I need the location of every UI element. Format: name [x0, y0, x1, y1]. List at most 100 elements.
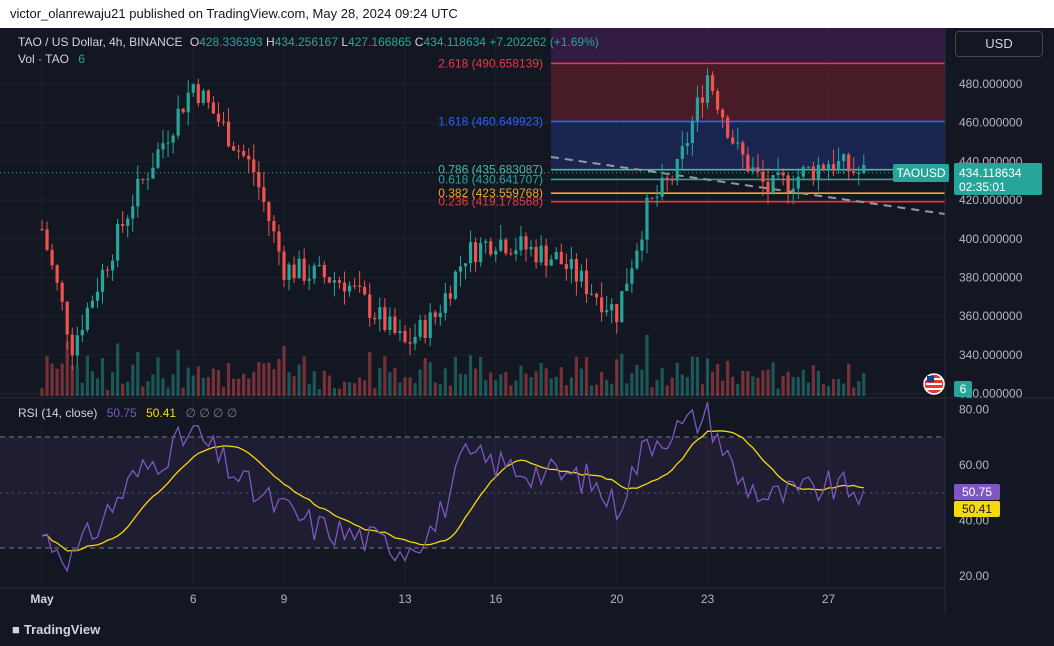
- volume-bar: [514, 380, 518, 396]
- candle-body: [352, 285, 357, 287]
- candle-body: [499, 239, 503, 251]
- candle-body: [116, 224, 120, 261]
- volume-bar: [746, 371, 750, 396]
- candle-body: [534, 246, 538, 263]
- volume-bar: [176, 349, 180, 396]
- fib-level-label: 0.618 (430.641707): [438, 172, 543, 186]
- candle-body: [776, 172, 780, 176]
- candle-body: [50, 249, 54, 266]
- candle-body: [600, 297, 604, 313]
- candle-body: [176, 108, 180, 136]
- volume-bar: [247, 378, 251, 396]
- svg-text:50.41: 50.41: [962, 502, 992, 516]
- symbol-title: TAO / US Dollar, 4h, BINANCE: [18, 35, 183, 49]
- candle-body: [221, 121, 226, 123]
- candle-body: [826, 164, 831, 170]
- candle-body: [816, 164, 821, 179]
- price-chart[interactable]: 480.000000460.000000440.000000420.000000…: [0, 0, 1054, 614]
- volume-bar: [438, 384, 442, 396]
- candle-body: [569, 259, 573, 270]
- candle-body: [332, 280, 337, 283]
- volume-bar: [605, 379, 609, 396]
- volume-bar: [252, 371, 256, 396]
- candle-body: [226, 121, 231, 147]
- candle-body: [761, 171, 765, 182]
- volume-bar: [287, 372, 291, 396]
- volume-bar: [620, 353, 624, 396]
- time-axis-label: 27: [822, 592, 836, 606]
- candle-body: [574, 259, 579, 282]
- candle-body: [347, 285, 352, 292]
- volume-bar: [680, 374, 684, 396]
- candle-body: [297, 258, 301, 279]
- symbol-legend[interactable]: TAO / US Dollar, 4h, BINANCE O428.336393…: [18, 35, 599, 49]
- volume-bar: [776, 388, 780, 396]
- volume-bar: [242, 373, 246, 396]
- volume-legend[interactable]: Vol · TAO 6: [18, 52, 85, 66]
- candle-body: [126, 218, 130, 226]
- candle-body: [660, 177, 664, 197]
- volume-bar: [761, 370, 765, 396]
- volume-bar: [186, 367, 190, 396]
- candle-body: [161, 143, 165, 150]
- trend-line[interactable]: [550, 156, 946, 215]
- candle-body: [786, 175, 790, 192]
- volume-bar: [640, 369, 644, 396]
- volume-bar: [121, 383, 125, 396]
- candle-body: [247, 155, 251, 160]
- volume-bar: [524, 373, 528, 396]
- candle-body: [721, 109, 725, 118]
- candle-body: [806, 166, 810, 168]
- volume-bar: [458, 373, 463, 396]
- volume-bar: [479, 356, 483, 396]
- candle-body: [463, 263, 468, 267]
- volume-bar: [645, 334, 649, 396]
- candle-body: [358, 285, 362, 287]
- candle-body: [766, 181, 770, 194]
- ticker-symbol: TAOUSD: [896, 166, 945, 180]
- currency-button[interactable]: USD: [955, 31, 1043, 57]
- candle-body: [302, 258, 306, 281]
- volume-bar: [105, 390, 110, 396]
- candle-body: [100, 269, 105, 292]
- candle-body: [610, 304, 614, 311]
- volume-bar: [388, 372, 392, 396]
- volume-bar: [156, 357, 160, 396]
- rsi-legend[interactable]: RSI (14, close) 50.75 50.41 ∅ ∅ ∅ ∅: [18, 406, 238, 420]
- candle-body: [373, 317, 377, 320]
- candle-body: [428, 312, 432, 338]
- candle-body: [312, 265, 316, 279]
- fib-level-label: 2.618 (490.658139): [438, 56, 543, 70]
- volume-bar: [141, 386, 145, 396]
- volume-bar: [544, 368, 548, 396]
- candle-body: [448, 293, 452, 299]
- volume-bar: [559, 367, 563, 396]
- price-axis-label: 320.000000: [959, 387, 1023, 401]
- volume-bar: [70, 365, 74, 396]
- volume-bar: [721, 380, 725, 396]
- time-axis-label: 13: [398, 592, 412, 606]
- volume-bar: [685, 377, 689, 396]
- candle-body: [605, 310, 609, 313]
- candle-body: [262, 187, 266, 203]
- volume-bar: [216, 369, 221, 396]
- candle-body: [791, 188, 795, 192]
- volume-bar: [751, 376, 755, 396]
- us-flag-icon[interactable]: [923, 373, 945, 395]
- candle-body: [670, 179, 674, 181]
- tradingview-logo[interactable]: ■ TradingView: [12, 622, 101, 637]
- candle-body: [166, 142, 170, 144]
- candle-body: [418, 320, 422, 337]
- time-axis-label: 9: [281, 592, 288, 606]
- fib-level-label: 0.786 (435.683087): [438, 163, 543, 177]
- rsi-empty-values: ∅ ∅ ∅ ∅: [185, 406, 238, 420]
- price-axis-label: 420.000000: [959, 193, 1023, 207]
- rsi-axis-label: 80.00: [959, 402, 989, 416]
- volume-bar: [453, 356, 458, 396]
- volume-bar: [428, 362, 432, 396]
- volume-bar: [705, 358, 710, 396]
- volume-bar: [272, 369, 276, 396]
- volume-bar: [786, 371, 790, 396]
- candle-body: [655, 196, 659, 198]
- candle-body: [509, 253, 513, 255]
